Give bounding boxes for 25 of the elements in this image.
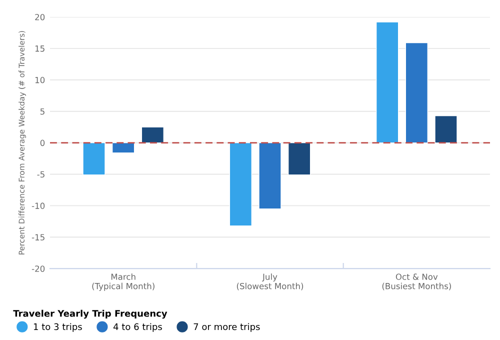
y-tick-label: 15 xyxy=(35,46,44,52)
legend-title: Traveler Yearly Trip Frequency xyxy=(13,310,168,319)
x-tick-label: Oct & Nov (Busiest Months) xyxy=(382,274,451,290)
bar xyxy=(405,42,428,144)
y-tick-label: -5 xyxy=(37,171,44,178)
y-tick-label: 20 xyxy=(35,14,45,20)
y-tick-label: -15 xyxy=(32,234,44,240)
legend-label: 4 to 6 trips xyxy=(113,323,162,332)
y-tick-label: 0 xyxy=(40,140,45,146)
legend-label: 7 or more trips xyxy=(194,323,260,332)
bar xyxy=(112,142,135,154)
y-tick-label: -10 xyxy=(32,202,45,209)
bar xyxy=(229,142,252,226)
x-tick-label: March (Typical Month) xyxy=(92,273,154,291)
bar xyxy=(141,126,164,144)
y-tick-label: 5 xyxy=(40,108,44,115)
bar xyxy=(434,115,458,144)
y-tick-label: 10 xyxy=(35,76,45,84)
y-tick-label: -20 xyxy=(32,266,45,272)
bar xyxy=(82,142,106,176)
bar xyxy=(258,142,282,210)
bar xyxy=(376,22,399,144)
bar xyxy=(288,142,311,176)
legend-label: 1 to 3 trips xyxy=(34,323,82,332)
x-tick-label: July (Slowest Month) xyxy=(236,273,304,290)
